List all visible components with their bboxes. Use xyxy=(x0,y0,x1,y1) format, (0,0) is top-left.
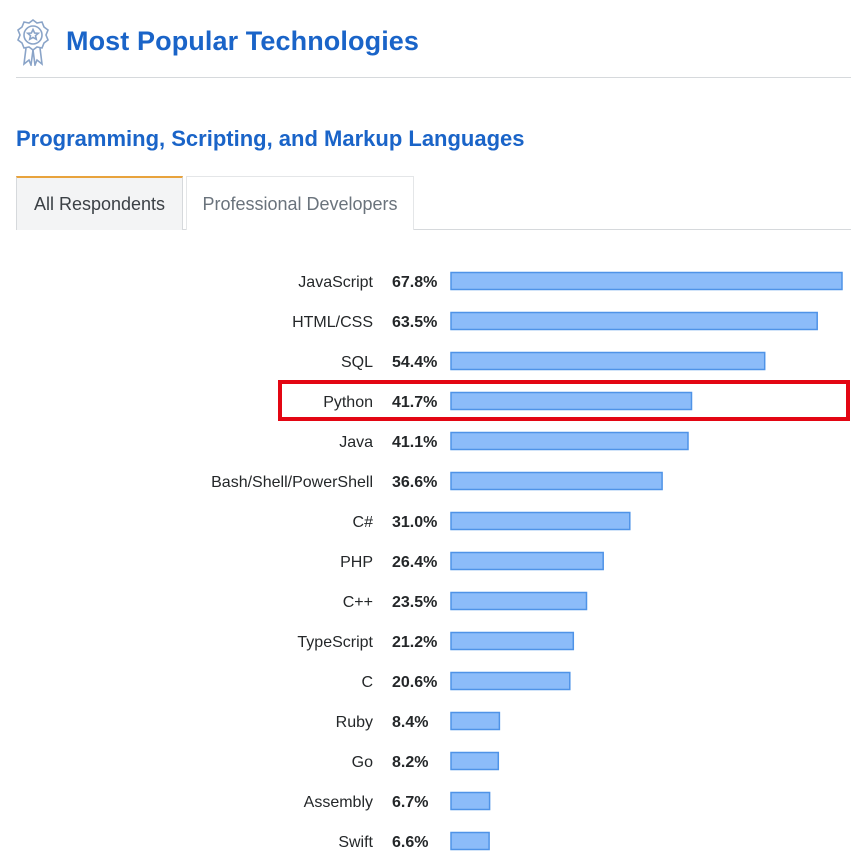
bar-value-ruby: 8.4% xyxy=(392,714,428,731)
bar-java xyxy=(450,431,689,451)
bar-html-css xyxy=(450,311,818,331)
bar-value-c: 20.6% xyxy=(392,674,437,691)
bar-go xyxy=(450,751,500,771)
bar-c xyxy=(450,671,571,691)
section-title: Programming, Scripting, and Markup Langu… xyxy=(16,126,525,151)
bar-label-c: C# xyxy=(353,514,374,531)
bar-python xyxy=(450,391,693,411)
bar-value-go: 8.2% xyxy=(392,754,428,771)
bar-label-typescript: TypeScript xyxy=(297,634,373,651)
bar-swift xyxy=(450,831,490,851)
award-ribbon-icon xyxy=(17,19,49,66)
bar-label-php: PHP xyxy=(340,554,373,571)
bar-value-javascript: 67.8% xyxy=(392,274,437,291)
bar-typescript xyxy=(450,631,575,651)
bar-value-java: 41.1% xyxy=(392,434,437,451)
bar-label-bash-shell-powershell: Bash/Shell/PowerShell xyxy=(211,474,373,491)
bar-assembly xyxy=(450,791,491,811)
bar-label-sql: SQL xyxy=(341,354,373,371)
bar-value-c: 23.5% xyxy=(392,594,437,611)
bar-php xyxy=(450,551,604,571)
bar-label-java: Java xyxy=(339,434,373,451)
bar-value-assembly: 6.7% xyxy=(392,794,428,811)
bar-c xyxy=(450,591,588,611)
bar-label-html-css: HTML/CSS xyxy=(292,314,373,331)
bar-value-sql: 54.4% xyxy=(392,354,437,371)
page-title: Most Popular Technologies xyxy=(66,26,420,56)
bar-label-c: C xyxy=(361,674,373,691)
page-header: Most Popular Technologies xyxy=(16,18,851,78)
highlight-box-python xyxy=(278,380,850,421)
bar-label-javascript: JavaScript xyxy=(298,274,373,291)
bar-value-bash-shell-powershell: 36.6% xyxy=(392,474,437,491)
bar-label-go: Go xyxy=(352,754,373,771)
bar-value-swift: 6.6% xyxy=(392,834,428,851)
bar-sql xyxy=(450,351,766,371)
bar-value-python: 41.7% xyxy=(392,394,437,411)
bar-label-assembly: Assembly xyxy=(304,794,373,811)
bar-value-c: 31.0% xyxy=(392,514,437,531)
bar-bash-shell-powershell xyxy=(450,471,663,491)
bar-label-c: C++ xyxy=(343,594,373,611)
bar-label-swift: Swift xyxy=(338,834,373,851)
bar-value-typescript: 21.2% xyxy=(392,634,437,651)
tab-all-respondents[interactable]: All Respondents xyxy=(16,176,183,230)
bar-c xyxy=(450,511,631,531)
bar-value-html-css: 63.5% xyxy=(392,314,437,331)
bar-label-ruby: Ruby xyxy=(336,714,373,731)
bar-javascript xyxy=(450,271,843,291)
bar-value-php: 26.4% xyxy=(392,554,437,571)
bar-ruby xyxy=(450,711,501,731)
bar-label-python: Python xyxy=(323,394,373,411)
tab-professional-developers[interactable]: Professional Developers xyxy=(186,176,414,230)
tab-bar: All Respondents Professional Developers xyxy=(16,176,851,230)
